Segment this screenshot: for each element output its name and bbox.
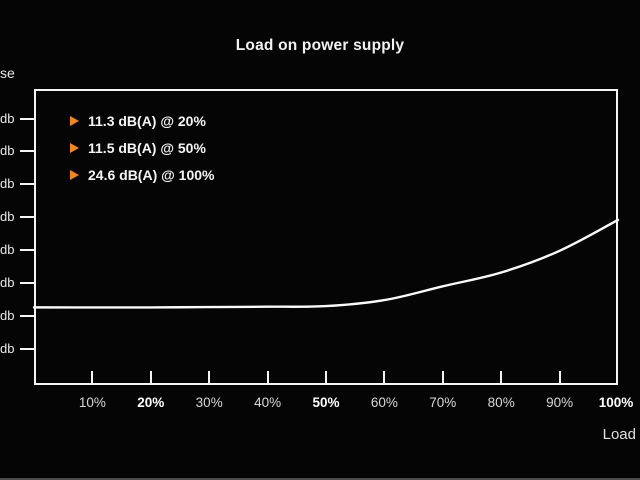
y-tick-label-fragment: db [0,340,15,356]
annotation-list: 11.3 dB(A) @ 20% 11.5 dB(A) @ 50% 24.6 d… [70,107,214,188]
x-tick-label: 60% [370,395,398,410]
y-tick-mark [20,249,34,252]
x-tick-label: 10% [78,395,106,410]
annotation-label: 11.5 dB(A) @ 50% [88,139,206,156]
y-tick-label-fragment: db [0,307,15,323]
y-tick-label-fragment: db [0,176,15,192]
y-tick-mark [20,183,34,186]
x-tick-mark [91,371,94,383]
y-tick-mark [20,314,34,317]
x-axis-title: Load [602,426,636,443]
x-tick-mark [500,371,503,383]
y-tick-mark [20,282,34,285]
y-tick-mark [20,117,34,120]
x-tick-label: 70% [429,395,457,410]
y-tick-label-fragment: db [0,209,15,225]
y-tick-label-fragment: db [0,110,15,126]
x-tick-label: 80% [487,395,515,410]
x-tick-label: 40% [254,395,282,410]
x-tick-label: 90% [546,395,574,410]
x-tick-mark [383,371,386,383]
triangle-right-icon [70,142,79,153]
y-tick-label-fragment: db [0,143,15,159]
y-tick-label-fragment: db [0,242,15,258]
x-tick-mark [149,371,152,383]
y-axis-title-fragment: se [0,65,15,81]
x-tick-mark [266,371,269,383]
x-tick-mark [441,371,444,383]
y-tick-mark [20,347,34,350]
x-tick-label: 100% [598,395,634,410]
x-tick-mark [208,371,211,383]
y-tick-label-fragment: db [0,275,15,291]
annotation-row: 11.3 dB(A) @ 20% [70,107,214,134]
bottom-edge-bar [0,478,640,480]
annotation-label: 24.6 dB(A) @ 100% [88,166,215,183]
x-tick-mark [558,371,561,383]
chart-title: Load on power supply [235,37,405,54]
annotation-row: 11.5 dB(A) @ 50% [70,134,214,161]
x-tick-label: 50% [312,395,340,410]
y-tick-mark [20,216,34,219]
y-tick-mark [20,150,34,153]
triangle-right-icon [70,169,79,180]
x-tick-label: 30% [195,395,223,410]
annotation-label: 11.3 dB(A) @ 20% [88,112,206,129]
triangle-right-icon [70,115,79,126]
x-tick-mark [325,371,327,383]
x-tick-label: 20% [137,395,165,410]
annotation-row: 24.6 dB(A) @ 100% [70,161,214,188]
